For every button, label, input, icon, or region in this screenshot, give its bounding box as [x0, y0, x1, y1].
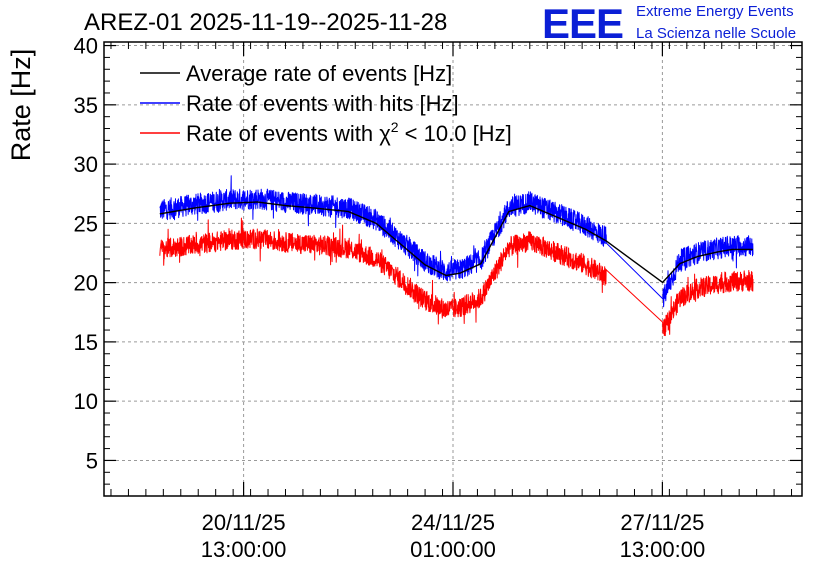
x-tick-label-date: 24/11/25: [411, 510, 495, 535]
y-tick-label: 25: [74, 211, 98, 236]
legend-label-chi2: Rate of events with χ2 < 10.0 [Hz]: [186, 119, 512, 146]
grid: [104, 42, 802, 496]
y-tick-label: 20: [74, 271, 98, 296]
series-group: [159, 175, 754, 337]
chart-title: AREZ-01 2025-11-19--2025-11-28: [84, 9, 448, 36]
series-line-0: [159, 201, 754, 284]
x-tick-label-time: 13:00:00: [201, 537, 287, 562]
legend-label-average: Average rate of events [Hz]: [186, 61, 452, 86]
y-tick-label: 35: [74, 93, 98, 118]
y-tick-label: 10: [74, 389, 98, 414]
logo-line-1: Extreme Energy Events: [636, 3, 794, 20]
eee-logo: EEE: [542, 0, 624, 47]
legend-label-hits: Rate of events with hits [Hz]: [186, 91, 459, 116]
x-tick-label-date: 20/11/25: [202, 510, 286, 535]
x-tick-label-date: 27/11/25: [620, 510, 704, 535]
y-tick-label: 30: [74, 152, 98, 177]
y-axis-label: Rate [Hz]: [6, 49, 36, 162]
y-tick-label: 5: [86, 448, 98, 473]
x-tick-label-time: 01:00:00: [410, 537, 496, 562]
x-tick-label-time: 13:00:00: [620, 537, 706, 562]
legend-chi2-suffix: < 10.0 [Hz]: [399, 121, 512, 146]
legend-chi2-base: Rate of events with χ: [186, 121, 391, 146]
axes: 51015202530354020/11/2513:00:0024/11/250…: [74, 34, 802, 562]
y-tick-label: 15: [74, 330, 98, 355]
series-line-2: [159, 217, 754, 337]
legend: Average rate of events [Hz] Rate of even…: [140, 61, 512, 146]
legend-chi2-superscript: 2: [391, 119, 399, 135]
logo-line-2: La Scienza nelle Scuole: [636, 25, 797, 42]
y-tick-label: 40: [74, 34, 98, 59]
